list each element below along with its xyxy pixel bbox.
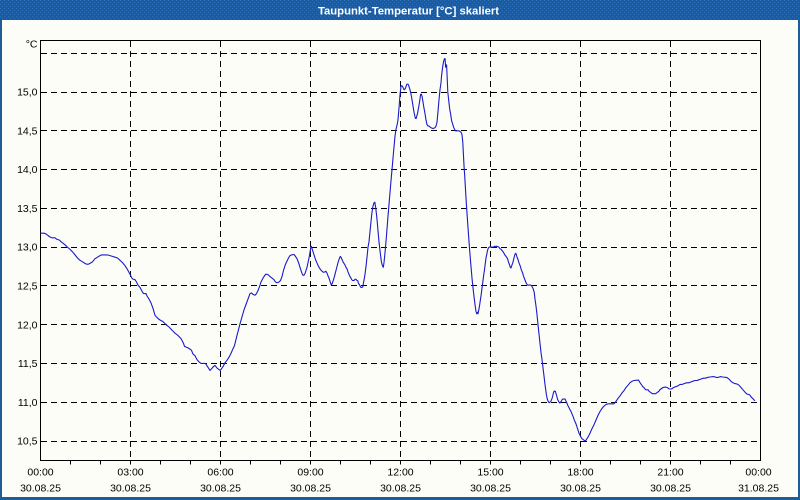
- svg-text:09:00: 09:00: [297, 467, 323, 479]
- svg-text:18:00: 18:00: [567, 467, 593, 479]
- svg-text:11,5: 11,5: [18, 358, 38, 370]
- svg-text:15,0: 15,0: [17, 87, 38, 99]
- svg-text:06:00: 06:00: [207, 467, 233, 479]
- svg-text:13,0: 13,0: [17, 242, 38, 254]
- svg-text:21:00: 21:00: [657, 467, 683, 479]
- svg-text:30.08.25: 30.08.25: [470, 483, 511, 495]
- svg-text:12,5: 12,5: [17, 281, 38, 293]
- svg-text:Taupunkt-Temperatur [°C] skali: Taupunkt-Temperatur [°C] skaliert: [318, 6, 499, 18]
- svg-text:13,5: 13,5: [17, 203, 38, 215]
- svg-text:30.08.25: 30.08.25: [20, 483, 61, 495]
- svg-text:11,0: 11,0: [18, 397, 38, 409]
- svg-text:30.08.25: 30.08.25: [650, 483, 691, 495]
- svg-text:03:00: 03:00: [117, 467, 143, 479]
- svg-text:30.08.25: 30.08.25: [110, 483, 151, 495]
- svg-text:30.08.25: 30.08.25: [200, 483, 241, 495]
- svg-text:°C: °C: [26, 39, 38, 51]
- svg-text:14,5: 14,5: [17, 125, 38, 137]
- svg-text:31.08.25: 31.08.25: [738, 483, 779, 495]
- svg-text:30.08.25: 30.08.25: [380, 483, 421, 495]
- svg-text:15:00: 15:00: [477, 467, 503, 479]
- svg-text:12:00: 12:00: [387, 467, 413, 479]
- svg-text:00:00: 00:00: [745, 467, 771, 479]
- svg-text:14,0: 14,0: [17, 164, 38, 176]
- svg-text:00:00: 00:00: [27, 467, 53, 479]
- svg-text:30.08.25: 30.08.25: [290, 483, 331, 495]
- svg-text:12,0: 12,0: [17, 319, 38, 331]
- svg-text:30.08.25: 30.08.25: [560, 483, 601, 495]
- svg-text:10,5: 10,5: [17, 436, 38, 448]
